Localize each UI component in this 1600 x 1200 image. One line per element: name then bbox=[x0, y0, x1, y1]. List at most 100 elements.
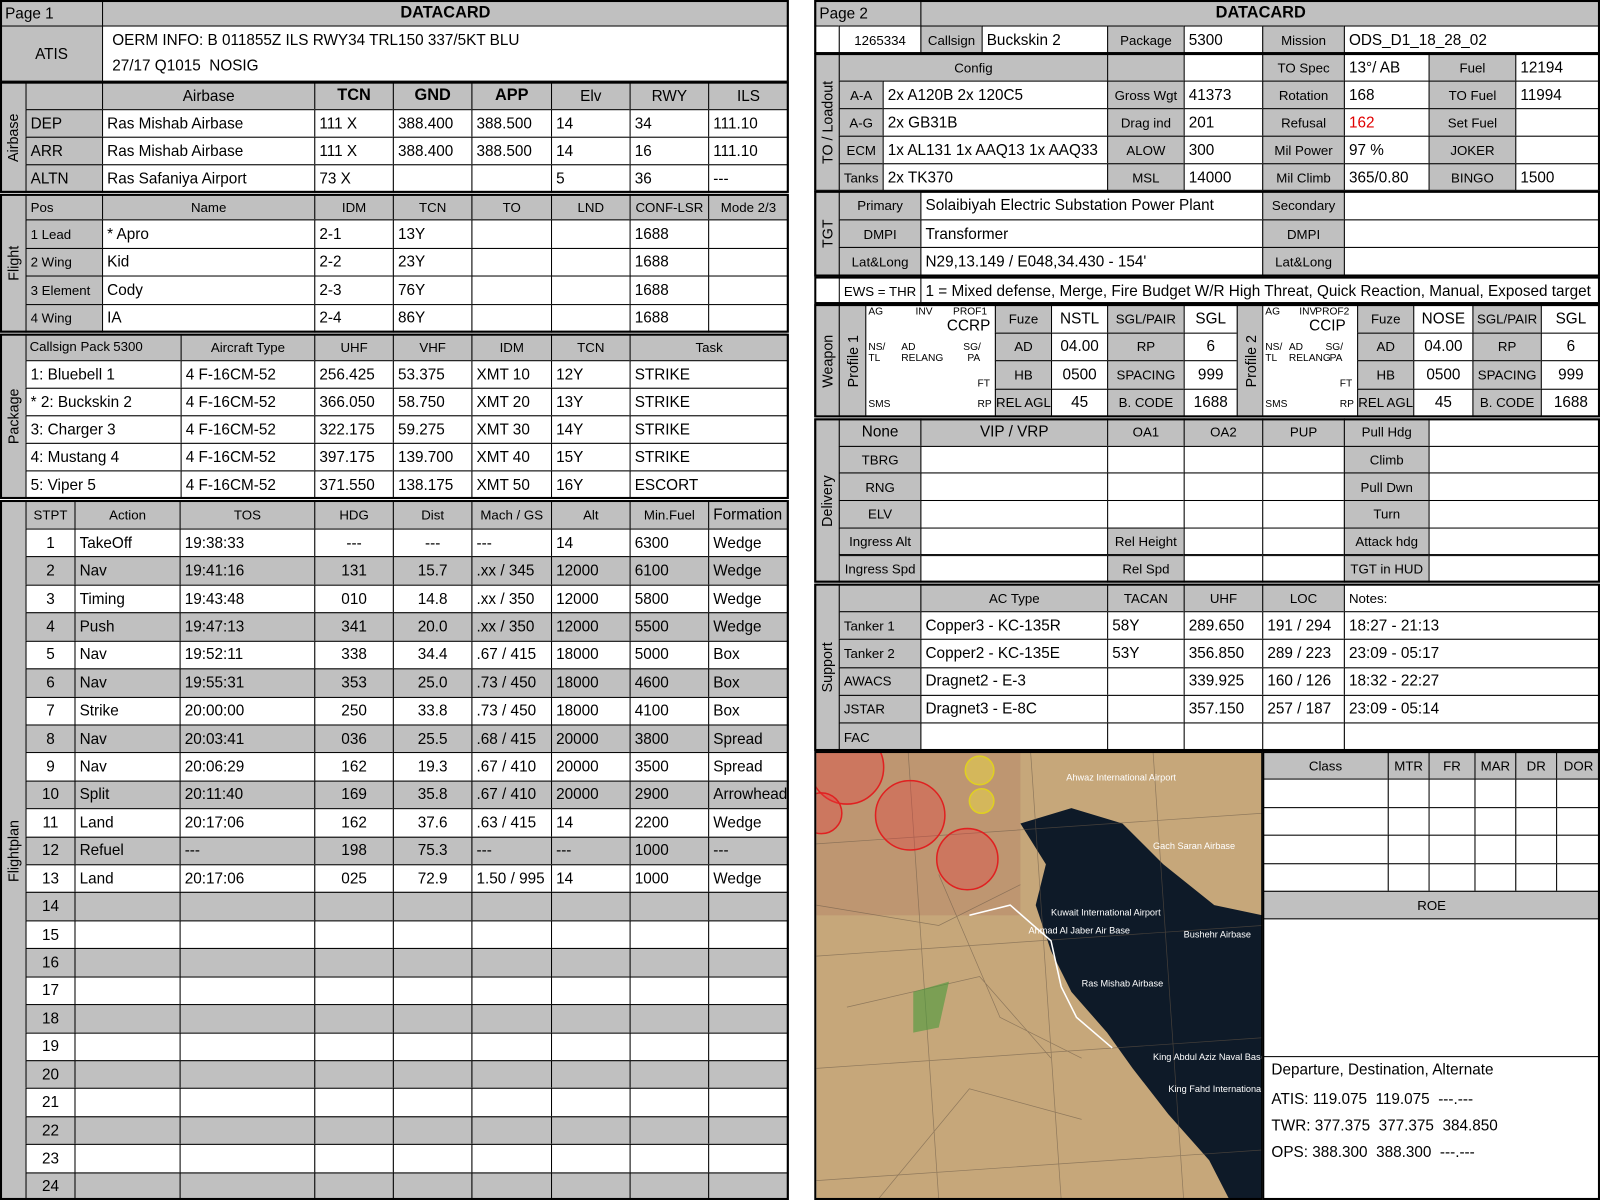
package-cell: 14Y bbox=[551, 415, 631, 444]
weapon-cell: Fuze bbox=[994, 304, 1053, 334]
flightplan-cell: 23 bbox=[25, 1144, 76, 1174]
delivery-cell bbox=[920, 554, 1109, 583]
flightplan-cell bbox=[551, 1172, 631, 1200]
loadout-cell: Fuel bbox=[1428, 53, 1517, 82]
flightplan-cell: --- bbox=[392, 528, 473, 558]
flight-cell: 1688 bbox=[629, 303, 710, 333]
column-header: FR bbox=[1428, 752, 1476, 780]
flightplan-cell: 19:43:48 bbox=[179, 584, 316, 614]
support-cell: 191 / 294 bbox=[1262, 611, 1345, 641]
support-cell: 53Y bbox=[1107, 639, 1185, 668]
support-cell: Tanker 1 bbox=[838, 611, 922, 641]
loadout-cell: ECM bbox=[838, 135, 884, 165]
class-cell bbox=[1387, 778, 1430, 808]
support-cell bbox=[1343, 722, 1600, 752]
flightplan-cell: 6300 bbox=[629, 528, 710, 558]
delivery-cell: RNG bbox=[838, 472, 922, 502]
flightplan-cell bbox=[708, 1172, 789, 1200]
flightplan-cell: .67 / 410 bbox=[471, 780, 553, 810]
flightplan-cell: 8 bbox=[25, 724, 76, 754]
class-cell bbox=[1428, 806, 1476, 836]
package-cell: 53.375 bbox=[392, 360, 473, 389]
flightplan-cell: 17 bbox=[25, 976, 76, 1006]
column-header bbox=[25, 81, 104, 111]
loadout-cell bbox=[1515, 135, 1600, 165]
package-cell: XMT 20 bbox=[471, 387, 553, 417]
flightplan-cell: 16 bbox=[25, 948, 76, 978]
map-label: King Fahd International Airport bbox=[1168, 1084, 1262, 1094]
flightplan-cell bbox=[314, 1116, 394, 1146]
flightplan-cell bbox=[314, 1004, 394, 1034]
flightplan-cell: Wedge bbox=[708, 864, 789, 894]
flightplan-cell: 5 bbox=[25, 640, 76, 670]
class-cell bbox=[1515, 834, 1558, 864]
flightplan-cell: 3 bbox=[25, 584, 76, 614]
column-header: MAR bbox=[1474, 752, 1517, 780]
delivery-cell: OA1 bbox=[1107, 418, 1185, 447]
flightplan-cell: 34.4 bbox=[392, 640, 473, 670]
weapon-cell: AD bbox=[994, 332, 1053, 362]
airbase-cell: 388.400 bbox=[392, 136, 473, 166]
profile-box-label: INV bbox=[915, 306, 933, 318]
airbase-cell: 111.10 bbox=[708, 109, 789, 138]
loadout-cell: Tanks bbox=[838, 163, 884, 192]
flightplan-cell: 12000 bbox=[551, 584, 631, 614]
delivery-cell bbox=[1183, 500, 1264, 529]
package-cell: STRIKE bbox=[629, 442, 789, 472]
loadout-cell: 97 % bbox=[1343, 135, 1430, 165]
column-header: TOS bbox=[179, 499, 316, 530]
loadout-cell: A-G bbox=[838, 108, 884, 137]
loadout-cell: Gross Wgt bbox=[1107, 80, 1185, 110]
flightplan-cell: 162 bbox=[314, 752, 394, 782]
delivery-cell bbox=[920, 500, 1109, 529]
delivery-cell bbox=[1262, 445, 1345, 474]
flightplan-cell: 6 bbox=[25, 668, 76, 698]
class-cell bbox=[1474, 862, 1517, 892]
flightplan-cell: 33.8 bbox=[392, 696, 473, 726]
profile-box-label: SMS bbox=[1265, 398, 1288, 411]
airbase-cell: DEP bbox=[25, 109, 104, 138]
flightplan-cell: 12 bbox=[25, 836, 76, 866]
profile-box-label: TL bbox=[868, 353, 881, 365]
airbase-cell: 14 bbox=[551, 109, 631, 138]
flight-cell: 2-4 bbox=[314, 303, 394, 333]
flight-cell bbox=[708, 219, 789, 249]
flightplan-cell bbox=[708, 948, 789, 978]
delivery-cell: None bbox=[838, 418, 922, 447]
flightplan-cell: .67 / 415 bbox=[471, 640, 553, 670]
column-header: UHF bbox=[314, 333, 394, 362]
flightplan-cell bbox=[471, 920, 553, 950]
flightplan-cell: 198 bbox=[314, 836, 394, 866]
flightplan-cell bbox=[314, 1032, 394, 1062]
airbase-cell: Ras Mishab Airbase bbox=[102, 136, 316, 166]
flightplan-cell: 20.0 bbox=[392, 612, 473, 642]
flightplan-cell: 7 bbox=[25, 696, 76, 726]
flightplan-cell: Nav bbox=[74, 668, 181, 698]
flightplan-cell: 250 bbox=[314, 696, 394, 726]
map-label: Bushehr Airbase bbox=[1184, 930, 1251, 940]
flight-cell bbox=[708, 247, 789, 277]
weapon-cell: NOSE bbox=[1413, 304, 1474, 334]
airbase-cell bbox=[471, 164, 553, 193]
weapon-cell: 45 bbox=[1051, 388, 1109, 418]
flightplan-cell: 21 bbox=[25, 1088, 76, 1118]
map: Ahwaz International Airport Gach Saran Ai… bbox=[816, 752, 1263, 1200]
flightplan-cell bbox=[179, 1144, 316, 1174]
flightplan-cell: Timing bbox=[74, 584, 181, 614]
flight-cell: Cody bbox=[102, 275, 316, 305]
airbase-cell: ALTN bbox=[25, 164, 104, 193]
flightplan-cell: .67 / 410 bbox=[471, 752, 553, 782]
package-cell: 4 F-16CM-52 bbox=[180, 470, 316, 499]
support-cell bbox=[1262, 722, 1345, 752]
loadout-cell: 300 bbox=[1183, 135, 1264, 165]
tgt-cell: Solaibiyah Electric Substation Power Pla… bbox=[920, 190, 1264, 221]
map-threats bbox=[816, 752, 999, 891]
package-cell: 15Y bbox=[551, 442, 631, 472]
flightplan-cell: Spread bbox=[708, 752, 789, 782]
flight-cell bbox=[471, 303, 553, 333]
package-cell: STRIKE bbox=[629, 415, 789, 444]
package-cell: 4 F-16CM-52 bbox=[180, 360, 316, 389]
flightplan-cell: 2 bbox=[25, 556, 76, 586]
flight-cell: 2-1 bbox=[314, 219, 394, 249]
flightplan-cell: TakeOff bbox=[74, 528, 181, 558]
